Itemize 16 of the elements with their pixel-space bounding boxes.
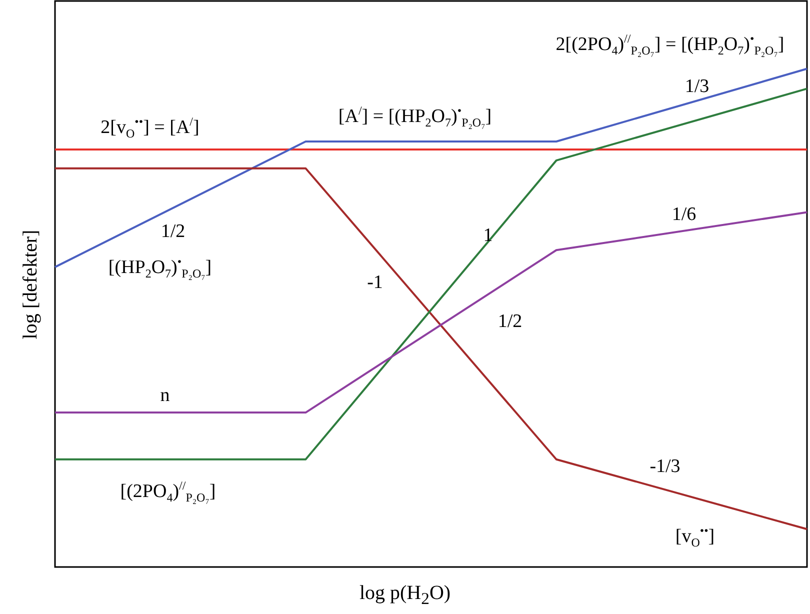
- x-axis-title: log p(H$_{2}$O): [358, 582, 452, 609]
- annotation: 1/2: [498, 311, 522, 333]
- y-axis-title: log [defekter]: [20, 230, 42, 340]
- annotation: [v$_{O}$$^{••}$]: [675, 523, 715, 551]
- annotation: [(HP$_{2}$O$_{7}$)$^{•}$$_{P₂O₇}$]: [108, 254, 212, 282]
- annotation: 2[v$_{O}$$^{••}$] = [A$^{/}$]: [100, 114, 200, 142]
- text: [A$^{/}$] = [(HP$_{2}$O$_{7}$)$^{•}$$_{P₂O₇}$]: [338, 103, 492, 130]
- annotation: 1/2: [160, 221, 186, 243]
- annotation: -1: [367, 272, 383, 294]
- annotation: 1/3: [684, 76, 710, 98]
- annotation: n: [160, 385, 170, 407]
- annotation: -1/3: [650, 456, 680, 478]
- annotation: 1/6: [672, 204, 696, 226]
- text: 2[(2PO$_{4}$)$^{//}$$_{P₂O₇}$] = [(HP$_{2}$O$_{7}$)$^{•}$$_{P₂O₇}$]: [556, 31, 784, 58]
- annotation: 1: [483, 225, 493, 247]
- annotation: [(2PO$_{4}$)$^{//}$$_{P₂O₇}$]: [120, 478, 216, 506]
